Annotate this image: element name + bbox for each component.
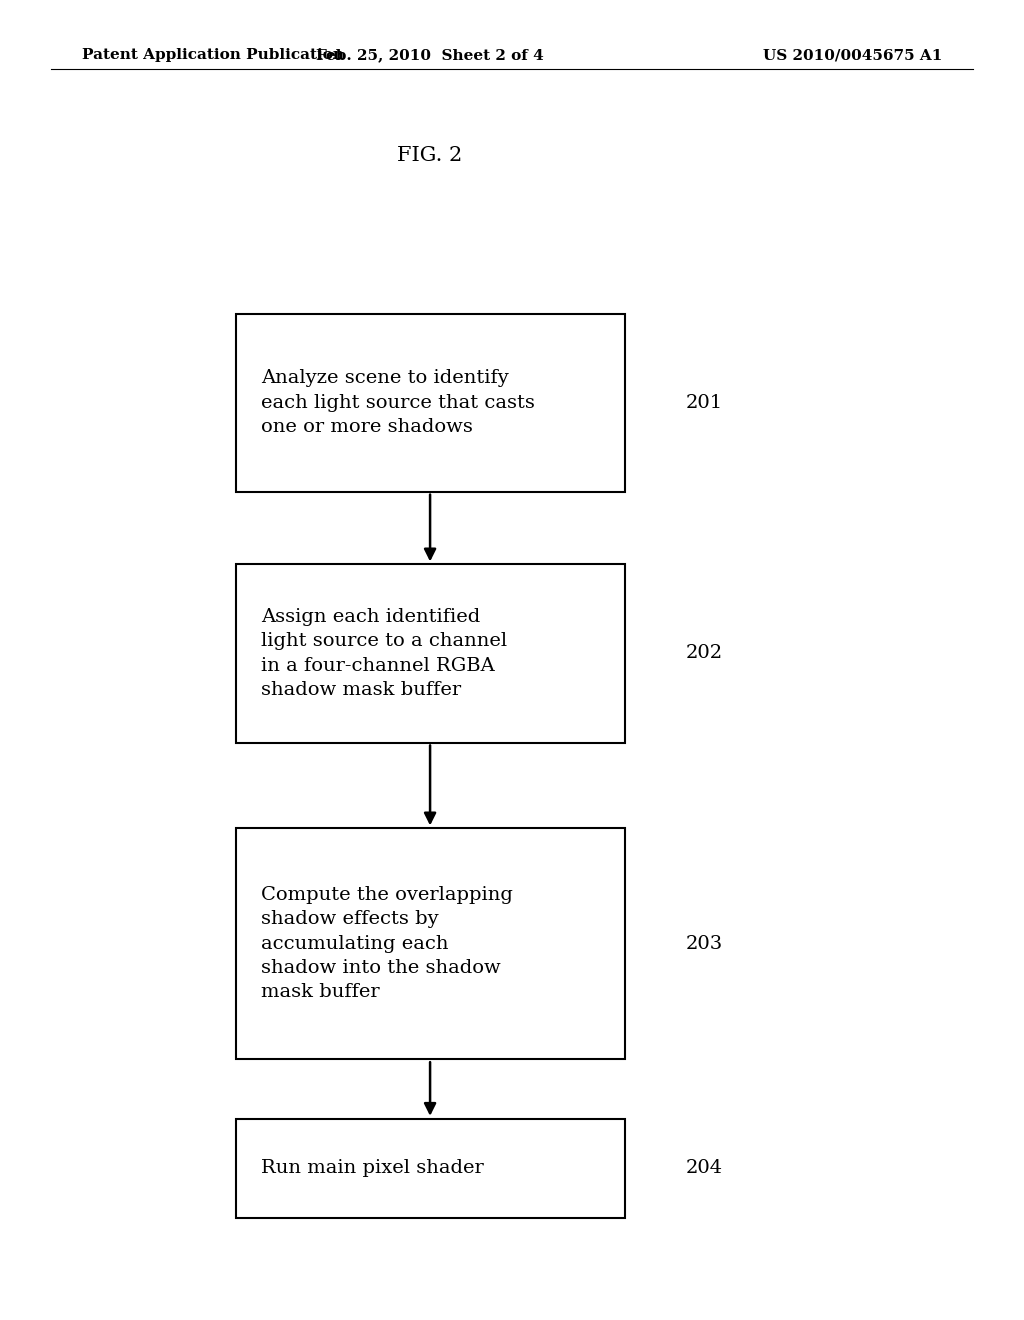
Bar [236,565,625,742]
Bar [236,314,625,492]
Text: Patent Application Publication: Patent Application Publication [82,49,344,62]
Text: US 2010/0045675 A1: US 2010/0045675 A1 [763,49,942,62]
Text: FIG. 2: FIG. 2 [397,147,463,165]
Text: Feb. 25, 2010  Sheet 2 of 4: Feb. 25, 2010 Sheet 2 of 4 [316,49,544,62]
Text: Compute the overlapping
shadow effects by
accumulating each
shadow into the shad: Compute the overlapping shadow effects b… [261,886,513,1002]
Text: 204: 204 [686,1159,723,1177]
Bar [236,829,625,1059]
Text: 202: 202 [686,644,723,663]
Bar [236,1119,625,1217]
Text: Analyze scene to identify
each light source that casts
one or more shadows: Analyze scene to identify each light sou… [261,370,535,436]
Text: 201: 201 [686,393,723,412]
Text: 203: 203 [686,935,723,953]
Text: Assign each identified
light source to a channel
in a four-channel RGBA
shadow m: Assign each identified light source to a… [261,609,507,698]
Text: Run main pixel shader: Run main pixel shader [261,1159,484,1177]
